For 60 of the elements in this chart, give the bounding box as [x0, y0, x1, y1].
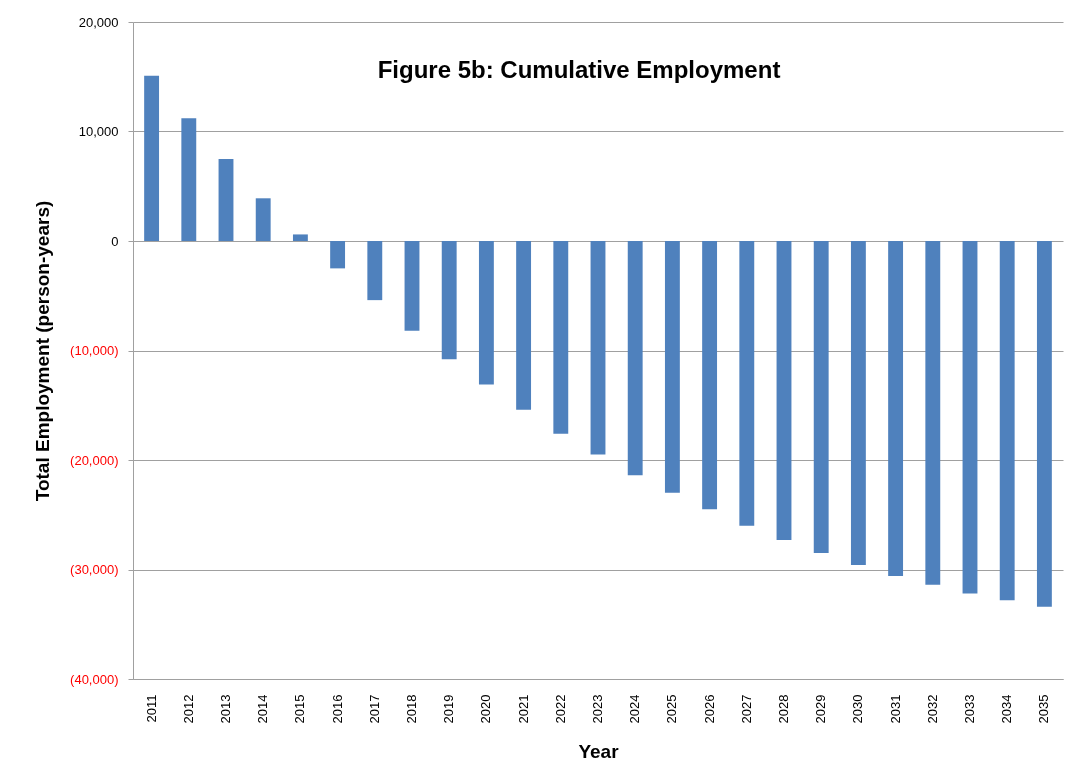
x-tick-label: 2028 — [776, 694, 791, 724]
bar — [702, 241, 718, 510]
x-tick-label: 2024 — [627, 694, 643, 724]
bar — [776, 241, 792, 540]
x-tick-label: 2019 — [441, 694, 457, 724]
x-tick-label: 2030 — [850, 694, 866, 724]
text: Figure 5b: Cumulative Employment — [377, 56, 781, 83]
bar — [292, 234, 308, 241]
x-tick-label: 2032 — [924, 694, 940, 724]
y-tick-label: (10,000) — [70, 343, 119, 358]
x-tick-label: 2018 — [404, 694, 419, 724]
x-tick-label: 2023 — [590, 694, 605, 724]
bar — [999, 241, 1015, 601]
y-tick-label: (40,000) — [70, 671, 119, 687]
x-tick-label: 2016 — [329, 694, 345, 724]
y-tick-label: 10,000 — [78, 124, 119, 139]
bar — [144, 75, 160, 241]
x-tick-label: 2031 — [887, 694, 903, 724]
bar — [664, 241, 680, 493]
x-tick-label: 2034 — [999, 694, 1015, 724]
x-axis-title: Year — [578, 740, 620, 762]
bar — [590, 241, 606, 455]
bar — [553, 241, 569, 434]
x-tick-label: 2017 — [366, 694, 382, 724]
bar — [255, 198, 271, 241]
bar — [181, 118, 197, 241]
bar — [962, 241, 978, 594]
x-tick-label: 2015 — [292, 694, 308, 724]
y-tick-label: (20,000) — [70, 452, 119, 468]
bar — [739, 241, 755, 526]
x-tick-label: 2013 — [218, 694, 233, 724]
y-tick-label: 0 — [111, 233, 119, 249]
y-axis-title: Total Employment (person-years) — [31, 200, 53, 502]
y-tick-label: (30,000) — [70, 562, 119, 577]
x-tick-label: 2022 — [552, 694, 568, 724]
bar — [925, 241, 941, 585]
bar — [330, 241, 346, 269]
x-tick-label: 2033 — [962, 694, 977, 724]
x-tick-label: 2035 — [1036, 694, 1052, 724]
x-tick-label: 2026 — [701, 694, 717, 724]
x-tick-label: 2029 — [813, 694, 829, 724]
bar — [850, 241, 866, 566]
bar — [1036, 241, 1052, 607]
bar — [367, 241, 383, 301]
x-tick-label: 2012 — [180, 694, 196, 724]
bar — [813, 241, 829, 554]
bar — [516, 241, 532, 410]
y-tick-label: 20,000 — [78, 14, 119, 30]
bar — [404, 241, 420, 331]
bar — [627, 241, 643, 476]
x-tick-label: 2025 — [664, 694, 680, 724]
bar — [218, 158, 234, 241]
x-tick-label: 2021 — [515, 694, 531, 724]
bar — [441, 241, 457, 360]
x-tick-label: 2027 — [738, 694, 754, 724]
bar — [478, 241, 494, 385]
x-tick-label: 2014 — [255, 694, 271, 724]
x-tick-label: 2011 — [143, 694, 159, 723]
x-tick-label: 2020 — [478, 694, 494, 724]
bar — [888, 241, 904, 577]
